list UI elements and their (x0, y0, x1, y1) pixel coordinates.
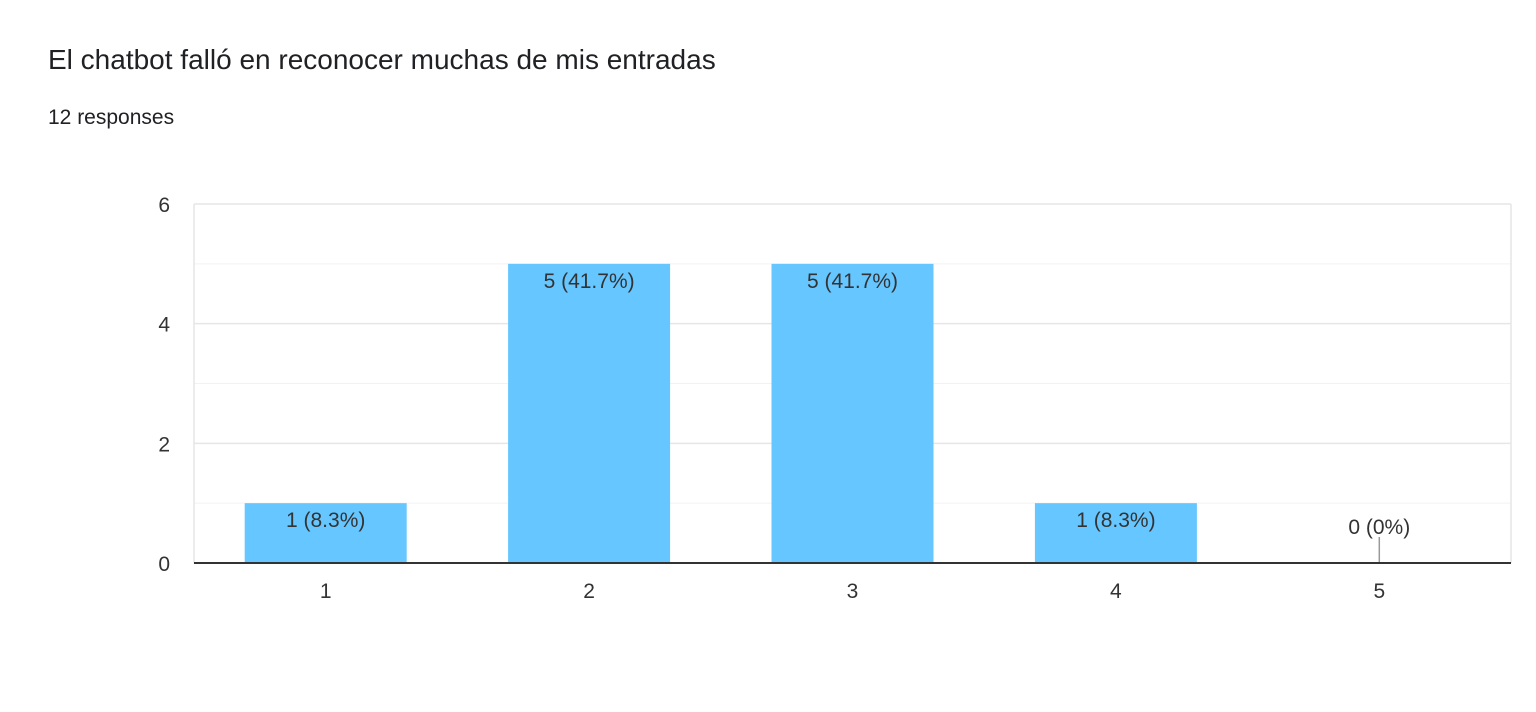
bar-3 (771, 263, 934, 563)
y-tick-label: 0 (158, 553, 170, 576)
data-label: 1 (8.3%) (286, 509, 365, 532)
x-tick-label: 3 (847, 580, 859, 603)
bar-1 (244, 503, 407, 563)
x-tick-label: 1 (320, 580, 332, 603)
y-tick-label: 2 (158, 433, 170, 456)
x-tick-label: 2 (583, 580, 595, 603)
bar-4 (1034, 503, 1197, 563)
question-title: El chatbot falló en reconocer muchas de … (48, 44, 716, 75)
response-count: 12 responses (48, 106, 175, 129)
x-tick-label: 4 (1110, 580, 1122, 603)
labels: 0 2 4 6 1 (8.3%) 1 5 (41.7%) 2 5 (41.7%) 3 1 (8.3%… (158, 194, 1410, 603)
y-tick-label: 4 (158, 314, 170, 337)
data-label: 0 (0%) (1348, 516, 1410, 539)
y-tick-label: 6 (158, 194, 170, 217)
bar-2 (508, 263, 671, 563)
data-label: 5 (41.7%) (544, 270, 635, 293)
x-tick-label: 5 (1373, 580, 1385, 603)
data-label: 1 (8.3%) (1076, 509, 1155, 532)
data-label: 5 (41.7%) (807, 270, 898, 293)
bars (244, 263, 1381, 563)
